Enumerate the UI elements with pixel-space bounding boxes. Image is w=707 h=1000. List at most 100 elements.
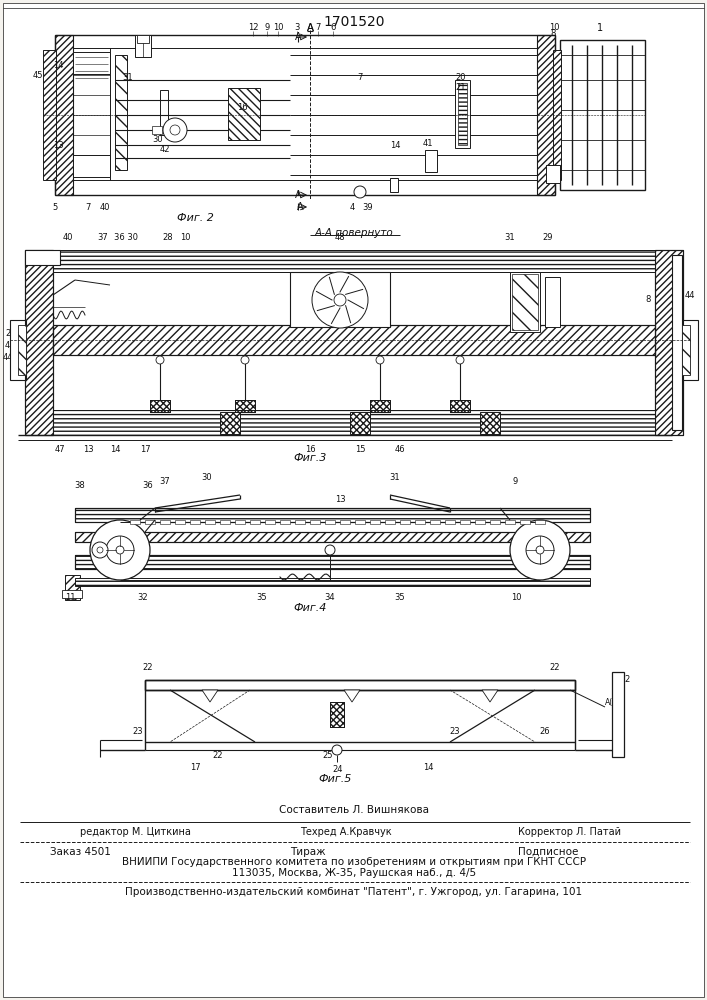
Bar xyxy=(535,520,545,524)
Bar xyxy=(475,520,485,524)
Bar xyxy=(62,590,82,598)
Bar xyxy=(370,520,380,524)
Text: Заказ 4501: Заказ 4501 xyxy=(50,847,111,857)
Bar xyxy=(350,412,370,434)
Text: 35: 35 xyxy=(257,593,267,602)
Circle shape xyxy=(170,125,180,135)
Bar xyxy=(135,35,151,57)
Bar xyxy=(450,400,470,412)
Circle shape xyxy=(92,542,108,558)
Circle shape xyxy=(106,536,134,564)
Bar xyxy=(115,55,127,170)
Bar xyxy=(330,702,344,727)
Bar xyxy=(53,250,655,272)
Text: 12: 12 xyxy=(656,310,666,320)
Bar xyxy=(510,272,540,332)
Bar xyxy=(458,83,467,145)
Text: 2: 2 xyxy=(624,676,630,684)
Text: 2: 2 xyxy=(6,328,11,338)
Circle shape xyxy=(90,520,150,580)
Text: 17: 17 xyxy=(189,762,200,772)
Bar xyxy=(53,250,655,272)
Bar xyxy=(53,410,655,435)
Text: 9: 9 xyxy=(264,23,269,32)
Text: 9: 9 xyxy=(513,478,518,487)
Bar xyxy=(505,520,515,524)
Text: 36 30: 36 30 xyxy=(114,232,138,241)
Bar xyxy=(545,277,560,327)
Circle shape xyxy=(354,186,366,198)
Text: 37: 37 xyxy=(160,478,170,487)
Bar xyxy=(295,520,305,524)
Text: 1: 1 xyxy=(597,23,603,33)
Bar xyxy=(560,40,645,190)
Text: 10: 10 xyxy=(510,593,521,602)
Text: А: А xyxy=(297,202,303,212)
Text: 22: 22 xyxy=(550,662,560,672)
Circle shape xyxy=(536,546,544,554)
Bar xyxy=(390,178,398,192)
Bar xyxy=(235,400,255,412)
Bar xyxy=(682,325,690,375)
Text: Производственно-издательский комбинат "Патент", г. Ужгород, ул. Гагарина, 101: Производственно-издательский комбинат "П… xyxy=(125,887,583,897)
Bar xyxy=(445,520,455,524)
Text: 31: 31 xyxy=(390,474,400,483)
Bar xyxy=(175,520,185,524)
Text: Фиг.3: Фиг.3 xyxy=(293,453,327,463)
Circle shape xyxy=(241,356,249,364)
Bar xyxy=(55,35,73,195)
Text: 31: 31 xyxy=(123,74,134,83)
Text: 23: 23 xyxy=(450,728,460,736)
Bar xyxy=(325,520,335,524)
Bar xyxy=(655,250,683,435)
Circle shape xyxy=(332,745,342,755)
Text: 22: 22 xyxy=(213,750,223,760)
Text: Подписное: Подписное xyxy=(518,847,578,857)
Bar xyxy=(280,520,290,524)
Bar xyxy=(355,520,365,524)
Text: Составитель Л. Вишнякова: Составитель Л. Вишнякова xyxy=(279,805,429,815)
Bar xyxy=(10,320,26,380)
Text: 16: 16 xyxy=(237,104,247,112)
Text: 20: 20 xyxy=(456,73,466,82)
Text: 41: 41 xyxy=(423,138,433,147)
Circle shape xyxy=(97,547,103,553)
Text: А(22): А(22) xyxy=(604,698,626,706)
Bar xyxy=(553,50,561,180)
Text: 3: 3 xyxy=(294,23,300,32)
Polygon shape xyxy=(344,690,360,702)
Text: 14: 14 xyxy=(110,446,120,454)
Polygon shape xyxy=(482,690,498,702)
Bar xyxy=(537,35,555,195)
Text: 14: 14 xyxy=(53,60,63,70)
Bar xyxy=(228,88,260,140)
Text: 38: 38 xyxy=(75,481,86,489)
Text: 37: 37 xyxy=(98,232,108,241)
Bar xyxy=(73,52,110,74)
Text: Фиг.5: Фиг.5 xyxy=(318,774,351,784)
Bar xyxy=(220,412,240,434)
Bar xyxy=(75,555,590,569)
Text: 1701520: 1701520 xyxy=(323,15,385,29)
Text: 7: 7 xyxy=(315,23,321,32)
Text: 8: 8 xyxy=(645,296,650,304)
Text: 13: 13 xyxy=(83,446,93,454)
Text: 40: 40 xyxy=(100,204,110,213)
Bar xyxy=(60,490,650,670)
Bar xyxy=(145,680,575,690)
Bar xyxy=(75,532,590,542)
Bar xyxy=(160,520,170,524)
Circle shape xyxy=(116,546,124,554)
Text: 31: 31 xyxy=(505,232,515,241)
Text: А-А повернуто: А-А повернуто xyxy=(315,228,393,238)
Bar xyxy=(430,520,440,524)
Circle shape xyxy=(312,272,368,328)
Bar xyxy=(290,272,390,327)
Circle shape xyxy=(334,294,346,306)
Text: 113035, Москва, Ж-35, Раушская наб., д. 4/5: 113035, Москва, Ж-35, Раушская наб., д. … xyxy=(232,868,476,878)
Bar xyxy=(520,520,530,524)
Bar xyxy=(150,400,170,412)
Bar xyxy=(460,520,470,524)
Bar xyxy=(480,412,500,434)
Text: 25: 25 xyxy=(323,750,333,760)
